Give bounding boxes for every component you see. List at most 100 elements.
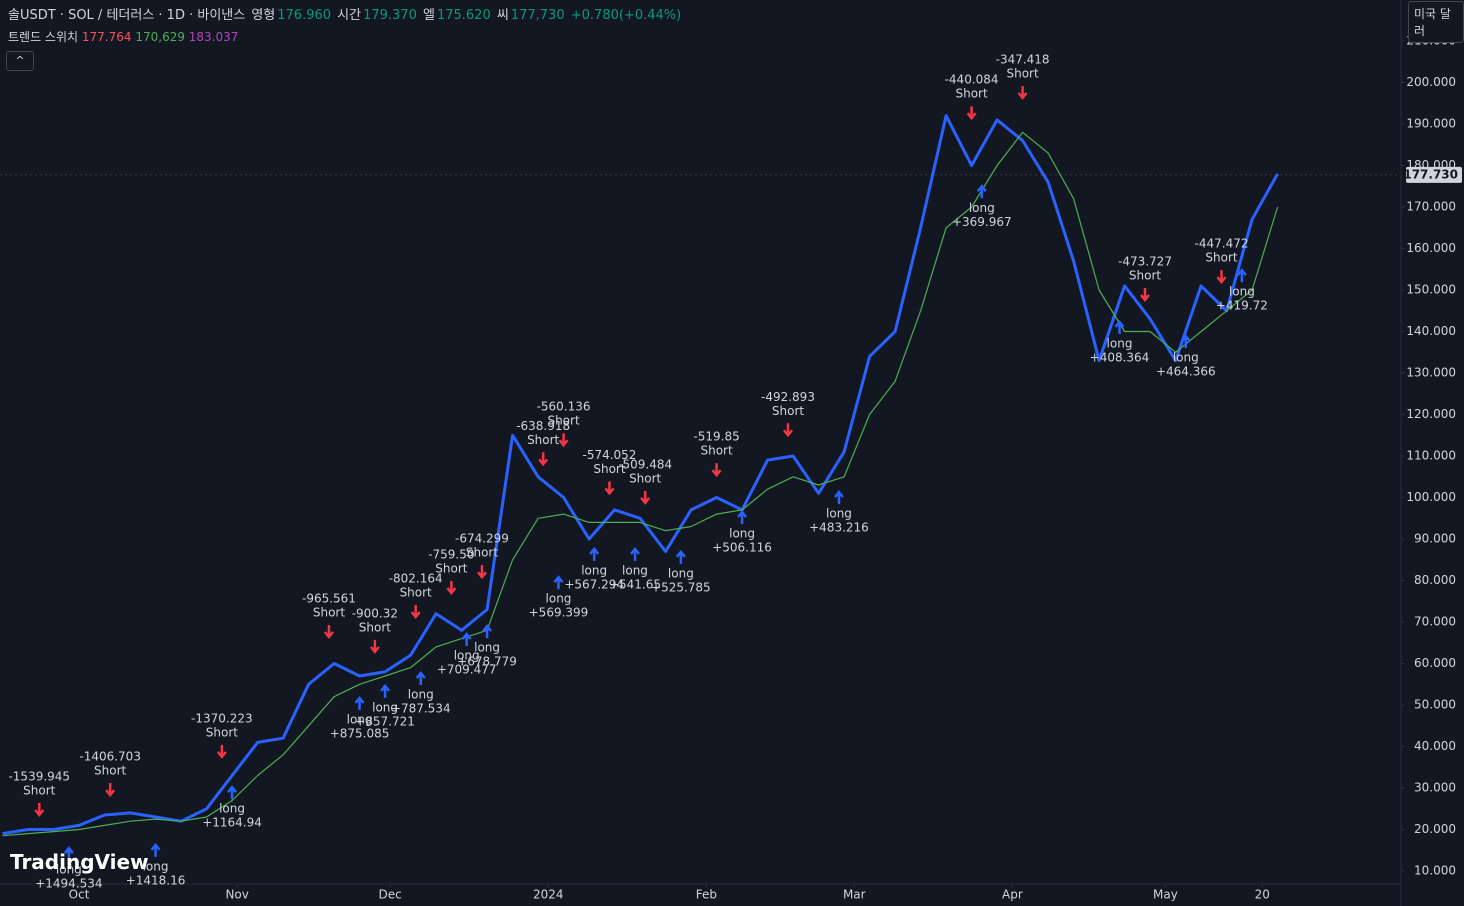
signal-label: -1370.223 [191, 711, 253, 725]
x-tick-label: Feb [696, 888, 717, 902]
signal-label: -447.472 [1195, 237, 1249, 251]
ohlc-value: 179.370 [363, 8, 417, 23]
last-price-tag [1406, 166, 1462, 183]
y-tick-label: 40.000 [1414, 739, 1456, 753]
signal-label: -560.136 [537, 400, 591, 414]
signal-label: -638.918 [516, 419, 570, 433]
price-line [2, 131, 1279, 837]
ohlc-value: 175.620 [436, 8, 491, 23]
ohlc-label: 엘 [423, 8, 435, 23]
signal-label: Short [359, 620, 391, 634]
x-tick-label: 2024 [533, 888, 564, 902]
signal-label: -674.299 [455, 532, 509, 546]
signal-label: +1494.534 [35, 877, 102, 891]
long-arrow [589, 546, 600, 561]
signal-label: -759.50 [428, 547, 474, 561]
signal-label: Short [313, 605, 345, 619]
signal-label: long [372, 700, 398, 714]
short-arrow [476, 565, 487, 580]
x-tick-label: Nov [225, 888, 248, 902]
signal-label: Short [527, 433, 559, 447]
signal-label: long [581, 563, 607, 577]
y-tick-label: 130.000 [1406, 366, 1456, 380]
signal-label: long [143, 859, 169, 873]
indicator-name: 트렌드 스위치 [8, 30, 79, 44]
ohlc-value: 176.960 [277, 8, 332, 23]
signal-label: -347.418 [996, 52, 1050, 66]
signal-label: Short [1006, 66, 1038, 80]
signal-label: Short [23, 783, 55, 797]
price-line [2, 114, 1279, 836]
y-tick-label: 110.000 [1406, 449, 1456, 463]
y-tick-label: 50.000 [1414, 698, 1456, 712]
signal-label: -473.727 [1118, 254, 1172, 268]
ohlc-label: 씨 [496, 8, 509, 23]
signal-label: +787.534 [391, 702, 451, 716]
y-tick-label: 100.000 [1406, 490, 1456, 504]
signal-label: +541.65 [609, 577, 661, 591]
y-tick-label: 60.000 [1414, 656, 1456, 670]
signal-label: +1164.94 [202, 816, 262, 830]
x-tick-label: 20 [1255, 888, 1270, 902]
long-arrow [227, 785, 238, 800]
y-tick-label: 170.000 [1406, 200, 1456, 214]
logo: TradingView [10, 850, 149, 874]
y-tick-label: 20.000 [1414, 822, 1456, 836]
short-arrow [105, 783, 116, 798]
long-arrow [976, 184, 987, 199]
signal-label: Short [772, 404, 804, 418]
long-arrow [1114, 319, 1125, 334]
signal-label: Short [466, 546, 498, 560]
signal-label: +875.085 [330, 726, 390, 740]
ohlc-value: 177,730 [510, 8, 565, 23]
signal-label: +408.364 [1090, 350, 1150, 364]
signal-label: +464.366 [1156, 365, 1216, 379]
long-arrow [150, 842, 161, 857]
signal-label: long [546, 592, 572, 606]
signal-label: +567.294 [564, 577, 624, 591]
short-arrow [966, 106, 977, 121]
signal-label: +857.721 [355, 714, 415, 728]
short-arrow [604, 481, 615, 496]
short-arrow [538, 452, 549, 467]
short-arrow [711, 463, 722, 478]
signal-label: Short [1205, 251, 1237, 265]
last-price-label: 177.730 [1403, 167, 1458, 181]
indicator-legend[interactable]: 트렌드 스위치 177.764 170,629 183.037 [8, 28, 238, 45]
long-arrow [629, 546, 640, 561]
signal-label: +483.216 [809, 521, 869, 535]
signal-label: -1406.703 [79, 750, 141, 764]
signal-label: Short [547, 414, 579, 428]
y-tick-label: 150.000 [1406, 283, 1456, 297]
indicator-value: 183.037 [188, 30, 239, 44]
signal-label: long [1229, 285, 1255, 299]
y-tick-label: 160.000 [1406, 241, 1456, 255]
x-tick-label: May [1153, 888, 1178, 902]
y-tick-label: 200.000 [1406, 75, 1456, 89]
currency-button[interactable]: 미국 달러 [1408, 1, 1464, 43]
signal-label: long [969, 201, 995, 215]
signal-label: Short [1129, 268, 1161, 282]
long-arrow [1180, 334, 1191, 349]
signal-label: +525.785 [651, 580, 711, 594]
signal-label: +369.967 [952, 215, 1012, 229]
signal-label: -900.32 [352, 606, 398, 620]
signal-label: -574.052 [582, 448, 636, 462]
signal-label: long [219, 802, 245, 816]
indicator-value: 177.764 [81, 30, 132, 44]
indicator-value: 170,629 [135, 30, 185, 44]
signal-label: long [826, 507, 852, 521]
symbol-header: 솔USDT · SOL / 테더러스 · 1D · 바이낸스 영형 176.960… [8, 4, 683, 23]
signal-label: long [474, 641, 500, 655]
signal-label: Short [700, 444, 732, 458]
long-arrow [354, 695, 365, 710]
signal-label: long [729, 527, 755, 541]
signal-label: +569.399 [529, 606, 589, 620]
x-tick-label: Dec [379, 888, 402, 902]
short-arrow [446, 580, 457, 595]
collapse-button[interactable]: ^ [6, 51, 34, 71]
signal-label: Short [400, 586, 432, 600]
long-arrow [415, 671, 426, 686]
